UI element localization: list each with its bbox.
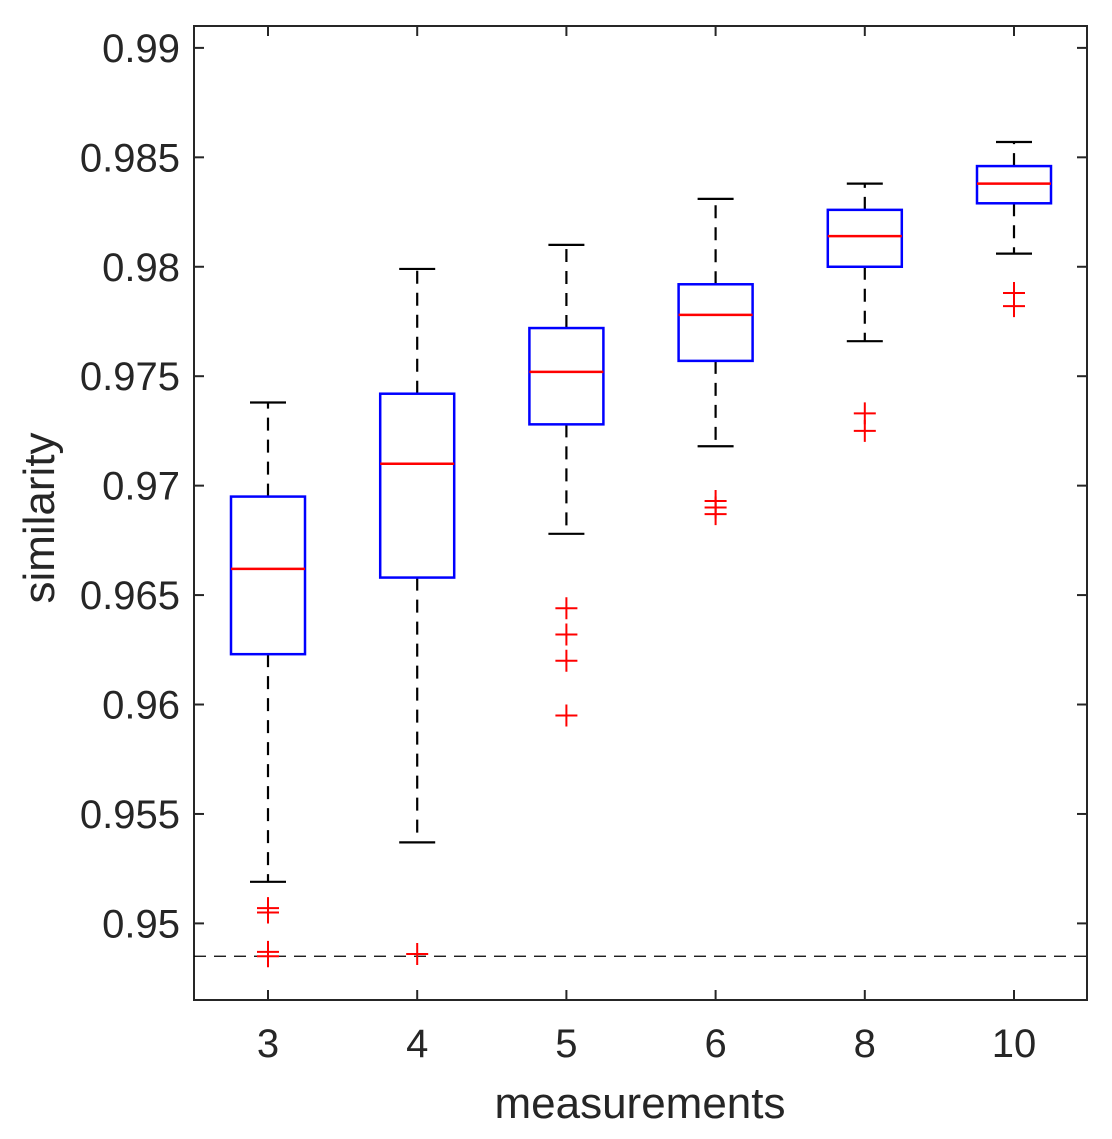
y-axis-label: similarity bbox=[15, 432, 64, 603]
outlier-marker bbox=[555, 623, 578, 646]
y-tick-label: 0.98 bbox=[102, 246, 180, 290]
x-tick-label: 4 bbox=[406, 1022, 428, 1066]
outlier-marker bbox=[257, 945, 279, 968]
y-tick-label: 0.975 bbox=[80, 355, 180, 399]
x-tick-label: 3 bbox=[257, 1022, 279, 1066]
outlier-marker bbox=[555, 649, 578, 672]
y-tick-label: 0.985 bbox=[80, 136, 180, 180]
box-5 bbox=[528, 326, 605, 426]
x-tick-label: 10 bbox=[992, 1022, 1037, 1066]
y-tick-label: 0.96 bbox=[102, 684, 180, 728]
outlier-marker bbox=[555, 597, 578, 620]
outlier-marker bbox=[1003, 295, 1025, 318]
outlier-marker bbox=[555, 704, 578, 727]
box-3 bbox=[229, 495, 307, 656]
box-8 bbox=[826, 208, 904, 269]
x-tick-label: 6 bbox=[704, 1022, 726, 1066]
x-tick-label: 8 bbox=[854, 1022, 876, 1066]
y-tick-label: 0.95 bbox=[102, 902, 180, 946]
x-axis-label: measurements bbox=[494, 1079, 785, 1128]
outlier-marker bbox=[853, 419, 876, 442]
plot-area: 0.95 0.955 0.96 0.965 0.97 0.975 0.98 0.985 0.99… bbox=[80, 25, 1088, 1066]
box-6 bbox=[677, 283, 754, 363]
outlier-marker bbox=[704, 503, 727, 526]
outlier-marker bbox=[406, 943, 429, 966]
x-tick-label: 5 bbox=[555, 1022, 577, 1066]
y-tick-label: 0.965 bbox=[80, 574, 180, 618]
y-tick-label: 0.955 bbox=[80, 793, 180, 837]
axes-frame bbox=[193, 25, 1088, 1001]
outlier-marker bbox=[257, 901, 279, 924]
y-tick-label: 0.97 bbox=[102, 465, 180, 509]
box-4 bbox=[378, 392, 456, 579]
y-tick-label: 0.99 bbox=[102, 27, 180, 71]
